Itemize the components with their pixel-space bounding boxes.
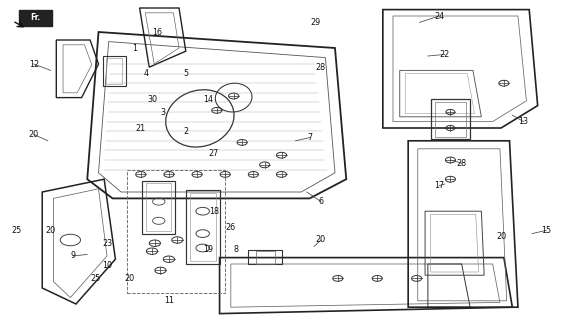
Text: 15: 15 [541,226,551,235]
Bar [106,58,122,84]
Text: 10: 10 [102,261,112,270]
Text: 26: 26 [226,223,236,232]
Text: 2: 2 [183,127,189,136]
Bar [127,170,225,293]
Text: 22: 22 [440,50,450,59]
Text: 14: 14 [203,95,213,104]
Bar [190,193,216,261]
Text: 20: 20 [496,232,506,241]
Text: 29: 29 [310,18,320,27]
Text: 25: 25 [12,226,22,235]
Text: 13: 13 [519,117,529,126]
Text: 16: 16 [153,28,163,36]
Text: 11: 11 [164,296,174,305]
Text: 28: 28 [316,63,326,72]
Text: 20: 20 [124,274,135,283]
Text: 19: 19 [203,245,213,254]
Text: 24: 24 [434,12,444,20]
Bar [431,99,470,139]
Text: 4: 4 [144,69,149,78]
Text: 27: 27 [209,149,219,158]
Text: 3: 3 [161,108,166,116]
Text: 30: 30 [147,95,157,104]
Text: 5: 5 [183,69,189,78]
Text: 25: 25 [91,274,101,283]
Text: 6: 6 [319,197,323,206]
FancyBboxPatch shape [19,10,52,26]
Text: 28: 28 [457,159,467,168]
Text: Fr.: Fr. [30,13,41,22]
Text: 20: 20 [46,226,56,235]
Text: 9: 9 [70,252,76,260]
Bar [142,181,175,234]
Text: 8: 8 [234,245,239,254]
Bar [435,102,466,137]
Text: 18: 18 [209,207,219,216]
Text: 7: 7 [307,133,312,142]
Bar [146,183,171,231]
Text: 20: 20 [29,130,39,139]
Bar [103,56,126,86]
Text: 21: 21 [136,124,146,132]
Text: 23: 23 [102,239,112,248]
Text: 17: 17 [434,181,444,190]
Bar [186,190,220,264]
Text: 1: 1 [133,44,137,52]
Text: 12: 12 [29,60,39,68]
Text: 20: 20 [316,236,326,244]
